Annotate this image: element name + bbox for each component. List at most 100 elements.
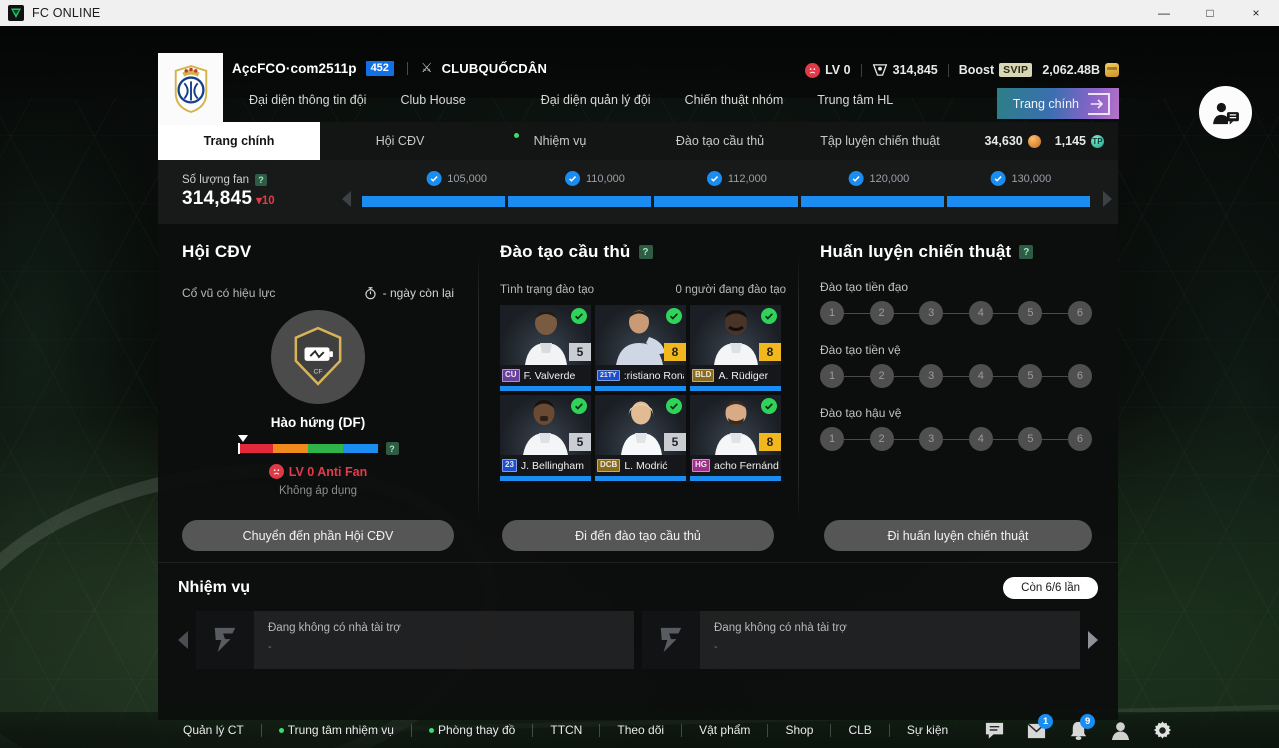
player-card[interactable]: 8 BLD A. Rüdiger xyxy=(690,305,781,391)
milestone-value: 105,000 xyxy=(447,172,488,185)
goto-fanclub-button[interactable]: Chuyển đến phần Hội CĐV xyxy=(182,520,454,551)
bottom-nav-item-phong-thay-do[interactable]: Phòng thay đồ xyxy=(412,723,532,737)
player-card[interactable]: 8 21TY :ristiano Ronal xyxy=(595,305,686,391)
window-title: FC ONLINE xyxy=(32,6,101,20)
tactics-step[interactable]: 2 xyxy=(869,364,894,388)
bottom-nav-item-vat-pham[interactable]: Vật phẩm xyxy=(682,723,767,737)
fc-sponsor-placeholder-icon xyxy=(196,611,254,669)
hud-nav-item-3[interactable]: Chiến thuật nhóm xyxy=(684,93,784,107)
bottom-nav-item-trung-tam-nhiem-vu[interactable]: Trung tâm nhiệm vụ xyxy=(262,723,411,737)
bottom-nav-item-ttcn[interactable]: TTCN xyxy=(533,723,599,737)
tab-dao-tao-cau-thu[interactable]: Đào tạo cầu thủ xyxy=(640,122,800,160)
tactics-step[interactable]: 6 xyxy=(1067,427,1092,451)
sponsor-slot[interactable]: Đang không có nhà tài trợ - xyxy=(642,611,1080,669)
missions-remaining-badge[interactable]: Còn 6/6 lần xyxy=(1003,577,1098,599)
hud-nav-item-1[interactable]: Club House xyxy=(400,93,466,107)
tactics-step[interactable]: 6 xyxy=(1067,364,1092,388)
help-icon[interactable]: ? xyxy=(1019,245,1034,259)
bell-badge: 9 xyxy=(1080,714,1096,729)
missions-title: Nhiệm vụ xyxy=(178,579,251,596)
milestone-2[interactable]: 112,000 xyxy=(706,171,767,186)
milestone-value: 112,000 xyxy=(727,172,767,185)
mood-segment-orange xyxy=(272,444,308,453)
mail-icon[interactable]: 1 xyxy=(1025,714,1054,741)
tab-nhiem-vu[interactable]: Nhiệm vụ xyxy=(480,122,640,160)
tactics-step[interactable]: 1 xyxy=(820,301,844,325)
fan-progress-bar xyxy=(362,196,1091,207)
tactics-step[interactable]: 3 xyxy=(919,427,944,451)
bottom-nav-item-theo-doi[interactable]: Theo dõi xyxy=(600,723,681,737)
chat-icon[interactable] xyxy=(983,719,1005,741)
milestone-0[interactable]: 105,000 xyxy=(426,171,487,186)
bottom-nav-item-su-kien[interactable]: Sự kiện xyxy=(890,723,965,737)
help-icon[interactable]: ? xyxy=(255,174,268,186)
step-link xyxy=(1042,375,1068,377)
carousel-right-arrow-icon[interactable] xyxy=(1103,191,1112,207)
tactics-step[interactable]: 5 xyxy=(1018,364,1043,388)
carousel-left-arrow-icon[interactable] xyxy=(342,191,351,207)
mood-marker-tick xyxy=(237,443,240,454)
boost-stat[interactable]: Boost SVIP xyxy=(959,63,1033,77)
milestone-1[interactable]: 110,000 xyxy=(564,171,625,186)
player-card[interactable]: 5 23 J. Bellingham xyxy=(500,395,591,481)
bottom-nav-item-quan-ly-ct[interactable]: Quản lý CT xyxy=(166,723,261,737)
goto-player-training-button[interactable]: Đi đến đào tạo cầu thủ xyxy=(502,520,774,551)
tab-tap-luyen-chien-thuat[interactable]: Tập luyện chiến thuật xyxy=(800,122,960,160)
maximize-button[interactable]: □ xyxy=(1206,6,1214,20)
tactics-step[interactable]: 3 xyxy=(919,364,944,388)
friends-chat-button[interactable] xyxy=(1199,86,1252,139)
bottom-nav-item-clb[interactable]: CLB xyxy=(831,723,888,737)
player-card[interactable]: 8 HG acho Fernánd xyxy=(690,395,781,481)
tab-hoi-cdv[interactable]: Hội CĐV xyxy=(320,122,480,160)
tab-label: Tập luyện chiến thuật xyxy=(820,134,940,148)
tactics-step[interactable]: 6 xyxy=(1067,301,1092,325)
goto-tactics-training-button[interactable]: Đi huấn luyện chiến thuật xyxy=(824,520,1092,551)
player-name-row: 23 J. Bellingham xyxy=(500,457,591,474)
hud-nav-item-4[interactable]: Trung tâm HL xyxy=(817,93,894,107)
milestone-3[interactable]: 120,000 xyxy=(848,171,909,186)
minimize-button[interactable]: — xyxy=(1158,6,1170,20)
close-button[interactable]: × xyxy=(1252,6,1260,20)
tactics-step[interactable]: 4 xyxy=(968,364,993,388)
bottom-nav-item-shop[interactable]: Shop xyxy=(768,723,830,737)
tactics-step[interactable]: 2 xyxy=(869,301,894,325)
sponsor-slot[interactable]: Đang không có nhà tài trợ - xyxy=(196,611,634,669)
bell-icon[interactable]: 9 xyxy=(1067,714,1096,741)
milestone-4[interactable]: 130,000 xyxy=(990,171,1051,186)
player-level: 5 xyxy=(569,433,591,451)
tactics-step[interactable]: 5 xyxy=(1018,427,1043,451)
player-level: 5 xyxy=(569,343,591,361)
carousel-left-arrow-icon[interactable] xyxy=(178,631,188,649)
spacer xyxy=(960,122,970,160)
settings-gear-icon[interactable] xyxy=(1151,719,1173,741)
tactics-step[interactable]: 5 xyxy=(1018,301,1043,325)
tactics-step[interactable]: 4 xyxy=(968,301,993,325)
tactics-step[interactable]: 1 xyxy=(820,364,844,388)
real-madrid-crest-icon xyxy=(174,65,207,113)
help-icon[interactable]: ? xyxy=(638,245,653,259)
player-card[interactable]: 5 DCB L. Modrić xyxy=(595,395,686,481)
hud-nav-item-2[interactable]: Đại diện quản lý đội xyxy=(540,93,651,107)
tactics-step[interactable]: 2 xyxy=(869,427,894,451)
tab-trang-chinh[interactable]: Trang chính xyxy=(158,122,320,160)
fc-sponsor-placeholder-icon xyxy=(642,611,700,669)
bottom-nav-icons: 1 9 xyxy=(983,714,1173,741)
tactics-step[interactable]: 4 xyxy=(968,427,993,451)
check-icon xyxy=(571,308,587,324)
hud-nav-item-0[interactable]: Đại diện thông tin đội xyxy=(249,93,367,107)
tactics-step[interactable]: 3 xyxy=(919,301,944,325)
progress-segment xyxy=(362,196,506,207)
player-card[interactable]: 5 CU F. Valverde xyxy=(500,305,591,391)
help-icon[interactable]: ? xyxy=(385,442,399,455)
player-training-column: Đào tạo cầu thủ ? Tình trạng đào tạo 0 n… xyxy=(478,242,798,559)
divider xyxy=(410,723,412,737)
club-crest[interactable] xyxy=(158,53,223,125)
notification-dot-icon xyxy=(278,727,284,733)
milestone-value: 110,000 xyxy=(585,172,625,185)
carousel-right-arrow-icon[interactable] xyxy=(1088,631,1098,649)
home-page-button[interactable]: Trang chính xyxy=(997,88,1119,119)
profile-icon[interactable] xyxy=(1109,719,1131,741)
tactics-step[interactable]: 1 xyxy=(820,427,844,451)
tab-label: Hội CĐV xyxy=(375,134,425,148)
check-icon xyxy=(426,171,442,186)
